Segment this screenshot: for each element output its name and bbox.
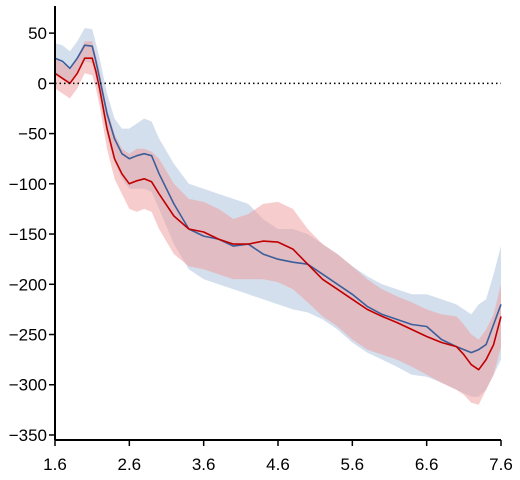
line-series-2 [54, 57, 502, 371]
x-tick-label: 1.6 [43, 455, 67, 474]
x-tick-label: 6.6 [415, 455, 439, 474]
confidence-bands [55, 28, 501, 405]
band-series-2 [55, 41, 501, 405]
y-tick-label: −100 [9, 175, 47, 194]
x-tick-label: 4.6 [266, 455, 290, 474]
series-lines [54, 44, 502, 371]
y-tick-label: −350 [9, 426, 47, 445]
y-tick-label: −300 [9, 376, 47, 395]
y-tick-label: −250 [9, 326, 47, 345]
y-tick-label: 0 [38, 74, 47, 93]
y-tick-label: 50 [28, 24, 47, 43]
x-axis-ticks: 1.6 2.6 3.6 4.6 5.6 6.6 7.6 [43, 440, 513, 474]
x-tick-label: 2.6 [118, 455, 142, 474]
y-tick-label: −200 [9, 275, 47, 294]
x-tick-label: 3.6 [192, 455, 216, 474]
line-series-1 [54, 44, 502, 354]
x-tick-label: 5.6 [341, 455, 365, 474]
y-tick-label: −150 [9, 225, 47, 244]
x-tick-label: 7.6 [489, 455, 513, 474]
y-axis-ticks: 50 0 −50 −100 −150 −200 −250 −300 −350 [9, 24, 55, 445]
y-tick-label: −50 [18, 125, 47, 144]
